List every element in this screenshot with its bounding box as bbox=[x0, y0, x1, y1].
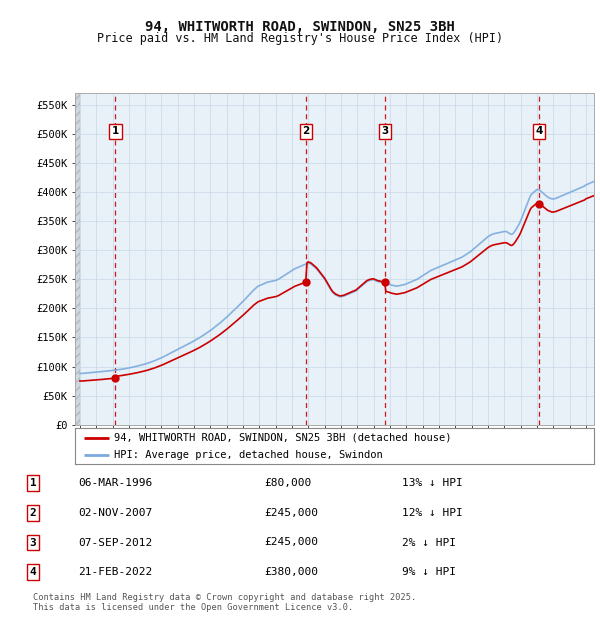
Text: 94, WHITWORTH ROAD, SWINDON, SN25 3BH (detached house): 94, WHITWORTH ROAD, SWINDON, SN25 3BH (d… bbox=[114, 433, 451, 443]
Text: 13% ↓ HPI: 13% ↓ HPI bbox=[402, 478, 463, 488]
Text: 94, WHITWORTH ROAD, SWINDON, SN25 3BH: 94, WHITWORTH ROAD, SWINDON, SN25 3BH bbox=[145, 20, 455, 34]
Text: 12% ↓ HPI: 12% ↓ HPI bbox=[402, 508, 463, 518]
Text: 07-SEP-2012: 07-SEP-2012 bbox=[78, 538, 152, 547]
Text: £80,000: £80,000 bbox=[264, 478, 311, 488]
Text: £245,000: £245,000 bbox=[264, 538, 318, 547]
Text: 21-FEB-2022: 21-FEB-2022 bbox=[78, 567, 152, 577]
Text: 3: 3 bbox=[29, 538, 37, 547]
Text: 2: 2 bbox=[29, 508, 37, 518]
Text: £380,000: £380,000 bbox=[264, 567, 318, 577]
Text: 4: 4 bbox=[29, 567, 37, 577]
Text: 1: 1 bbox=[29, 478, 37, 488]
Text: 4: 4 bbox=[535, 126, 542, 136]
Text: £245,000: £245,000 bbox=[264, 508, 318, 518]
Text: HPI: Average price, detached house, Swindon: HPI: Average price, detached house, Swin… bbox=[114, 450, 383, 460]
Text: Contains HM Land Registry data © Crown copyright and database right 2025.
This d: Contains HM Land Registry data © Crown c… bbox=[33, 593, 416, 612]
Text: Price paid vs. HM Land Registry's House Price Index (HPI): Price paid vs. HM Land Registry's House … bbox=[97, 32, 503, 45]
Text: 3: 3 bbox=[381, 126, 388, 136]
Text: 2% ↓ HPI: 2% ↓ HPI bbox=[402, 538, 456, 547]
Text: 02-NOV-2007: 02-NOV-2007 bbox=[78, 508, 152, 518]
Text: 2: 2 bbox=[302, 126, 310, 136]
Text: 1: 1 bbox=[112, 126, 119, 136]
Text: 9% ↓ HPI: 9% ↓ HPI bbox=[402, 567, 456, 577]
Text: 06-MAR-1996: 06-MAR-1996 bbox=[78, 478, 152, 488]
Bar bbox=[75, 93, 80, 425]
